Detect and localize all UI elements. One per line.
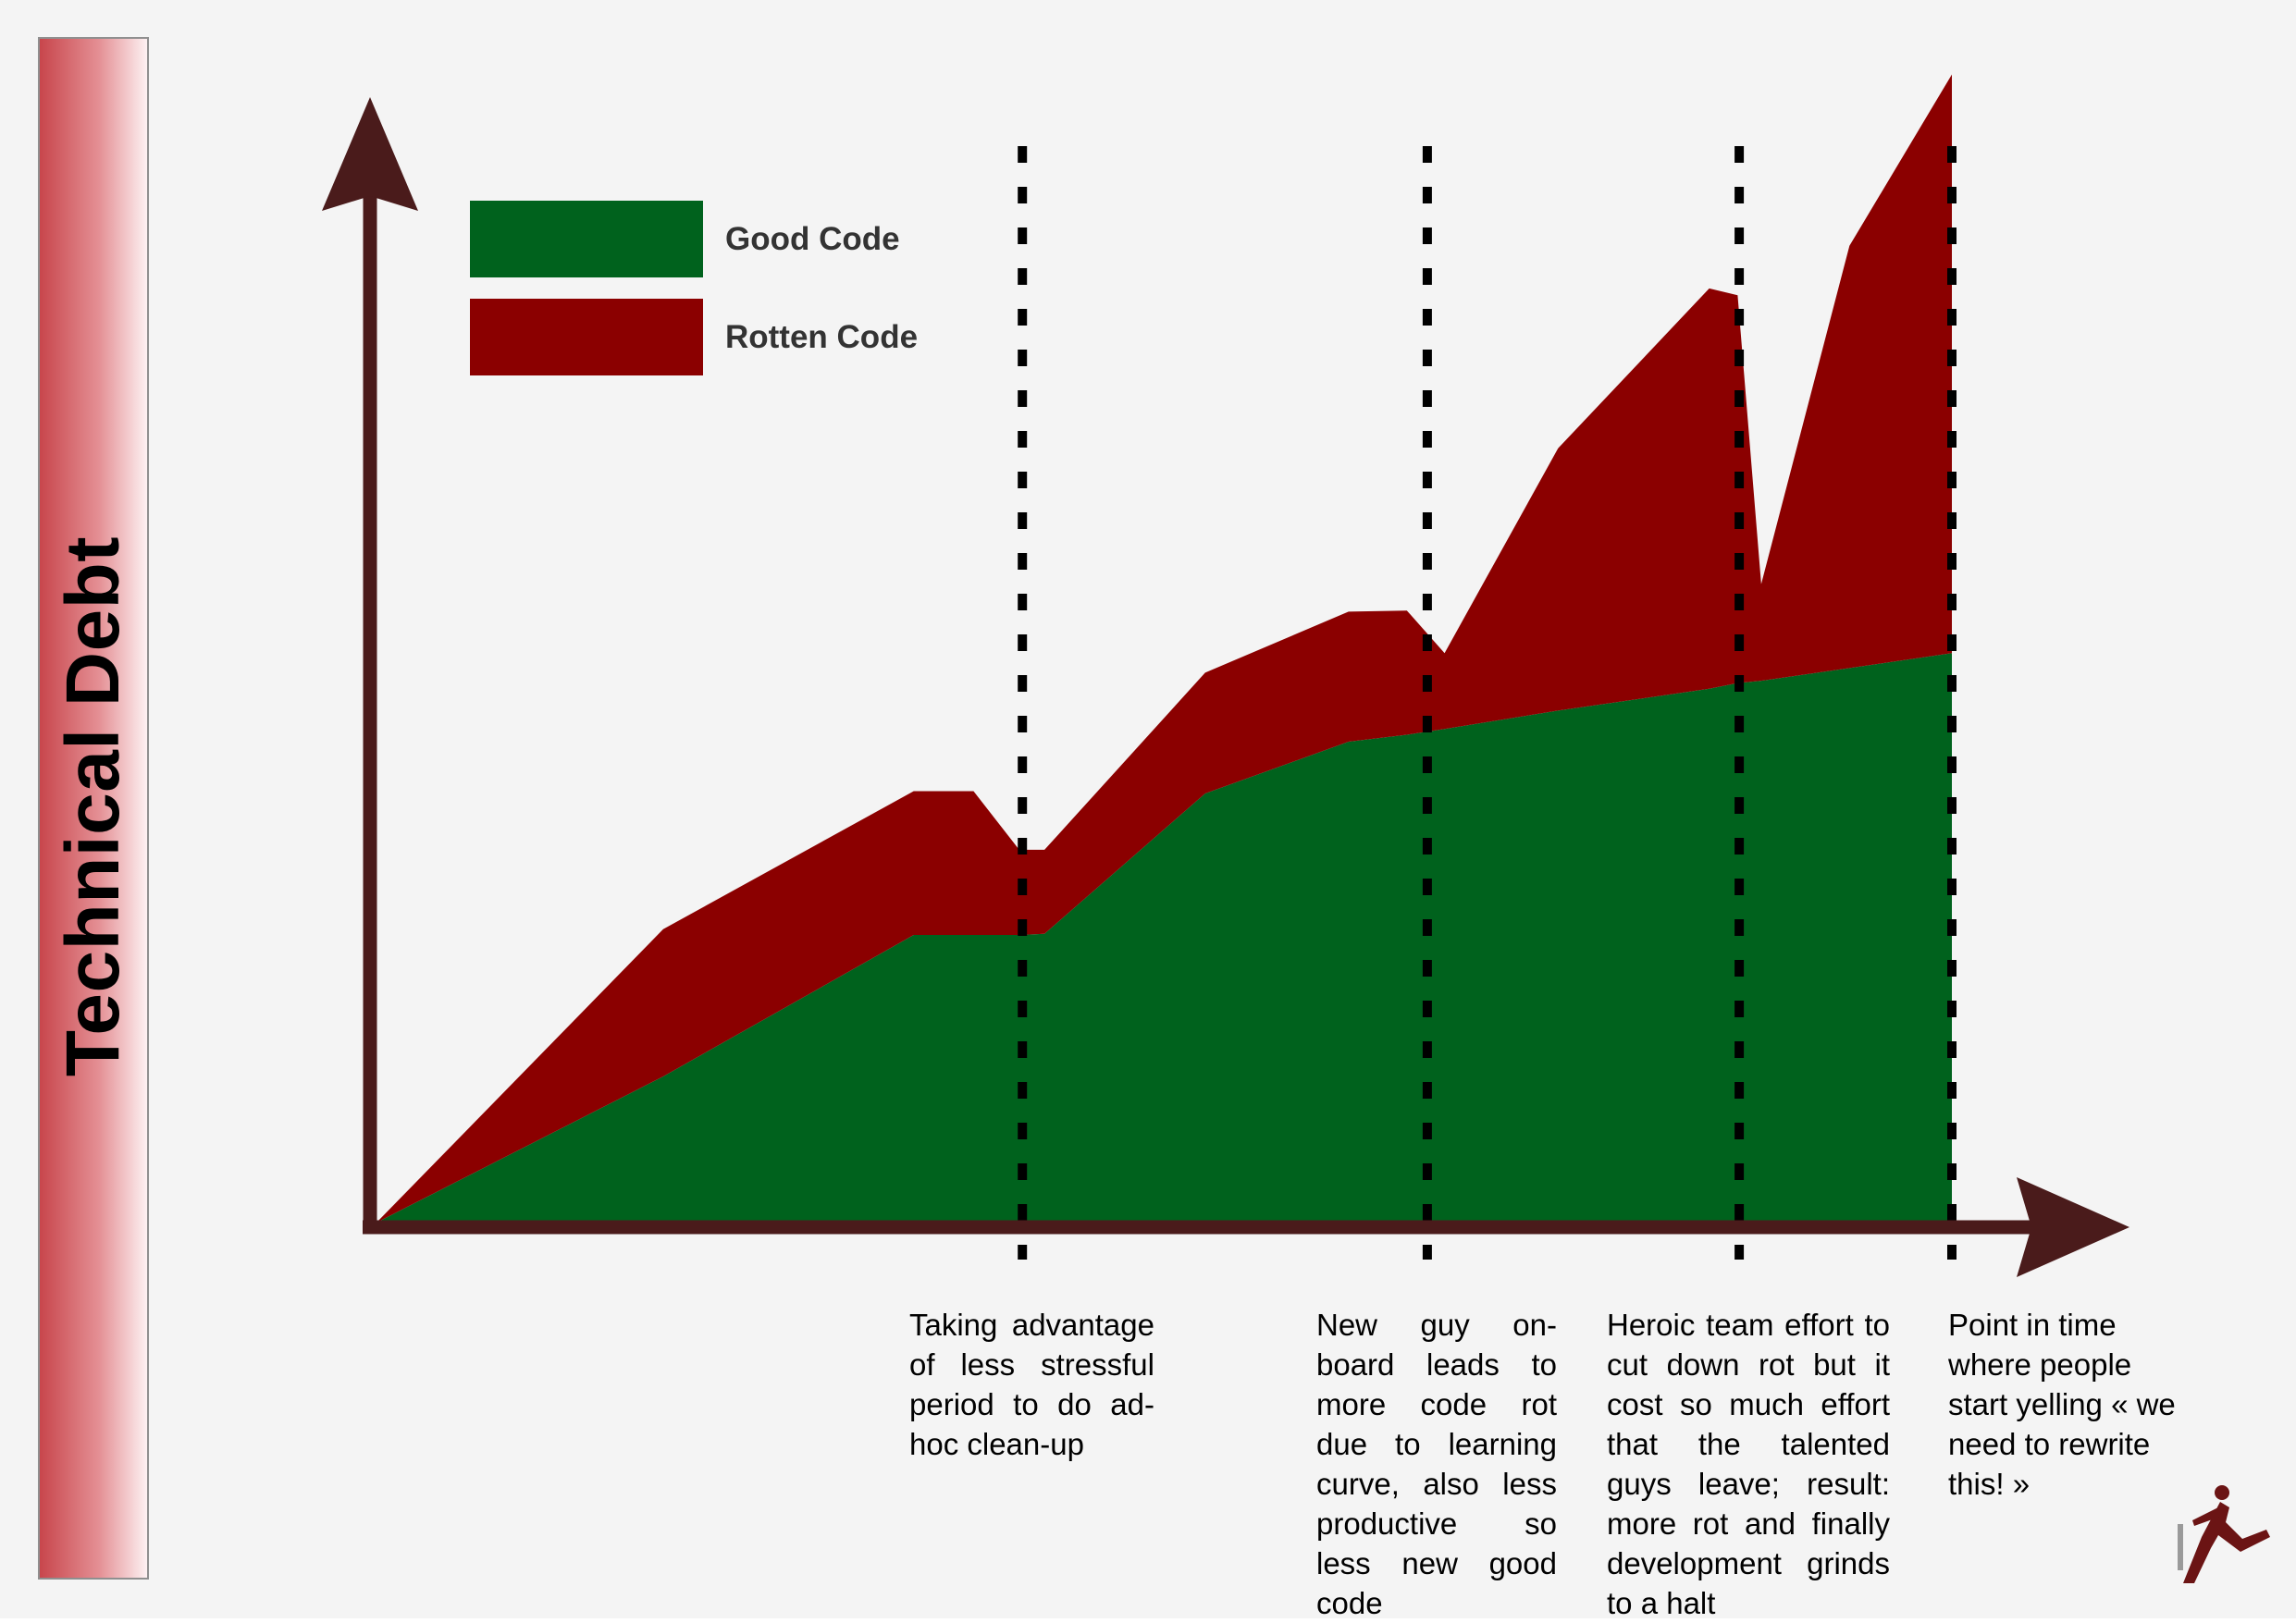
axes-layer bbox=[322, 97, 2129, 1277]
technical-debt-gradient-band bbox=[38, 37, 149, 1580]
running-figure-icon bbox=[2178, 1485, 2270, 1583]
annotation-new-guy: New guy on-board leads to more code rot … bbox=[1316, 1308, 1557, 1620]
area-layer bbox=[376, 74, 1952, 1223]
annotation-cleanup: Taking advantage of less stressful perio… bbox=[909, 1308, 1154, 1461]
legend-swatch-1 bbox=[470, 201, 703, 277]
annotation-heroic-effort: Heroic team effort to cut down rot but i… bbox=[1607, 1308, 1890, 1620]
y-axis-arrowhead bbox=[322, 97, 418, 211]
area-rotten-code bbox=[376, 74, 1952, 1223]
legend-swatch-2 bbox=[470, 299, 703, 375]
legend-label-2: Rotten Code bbox=[725, 319, 918, 355]
x-axis-arrowhead bbox=[2017, 1177, 2129, 1277]
annotation-rewrite: Point in time where people start yelling… bbox=[1948, 1308, 2176, 1501]
area-good-code bbox=[376, 653, 1952, 1223]
legend: Good Code Rotten Code bbox=[470, 201, 918, 375]
legend-label-1: Good Code bbox=[725, 221, 900, 257]
